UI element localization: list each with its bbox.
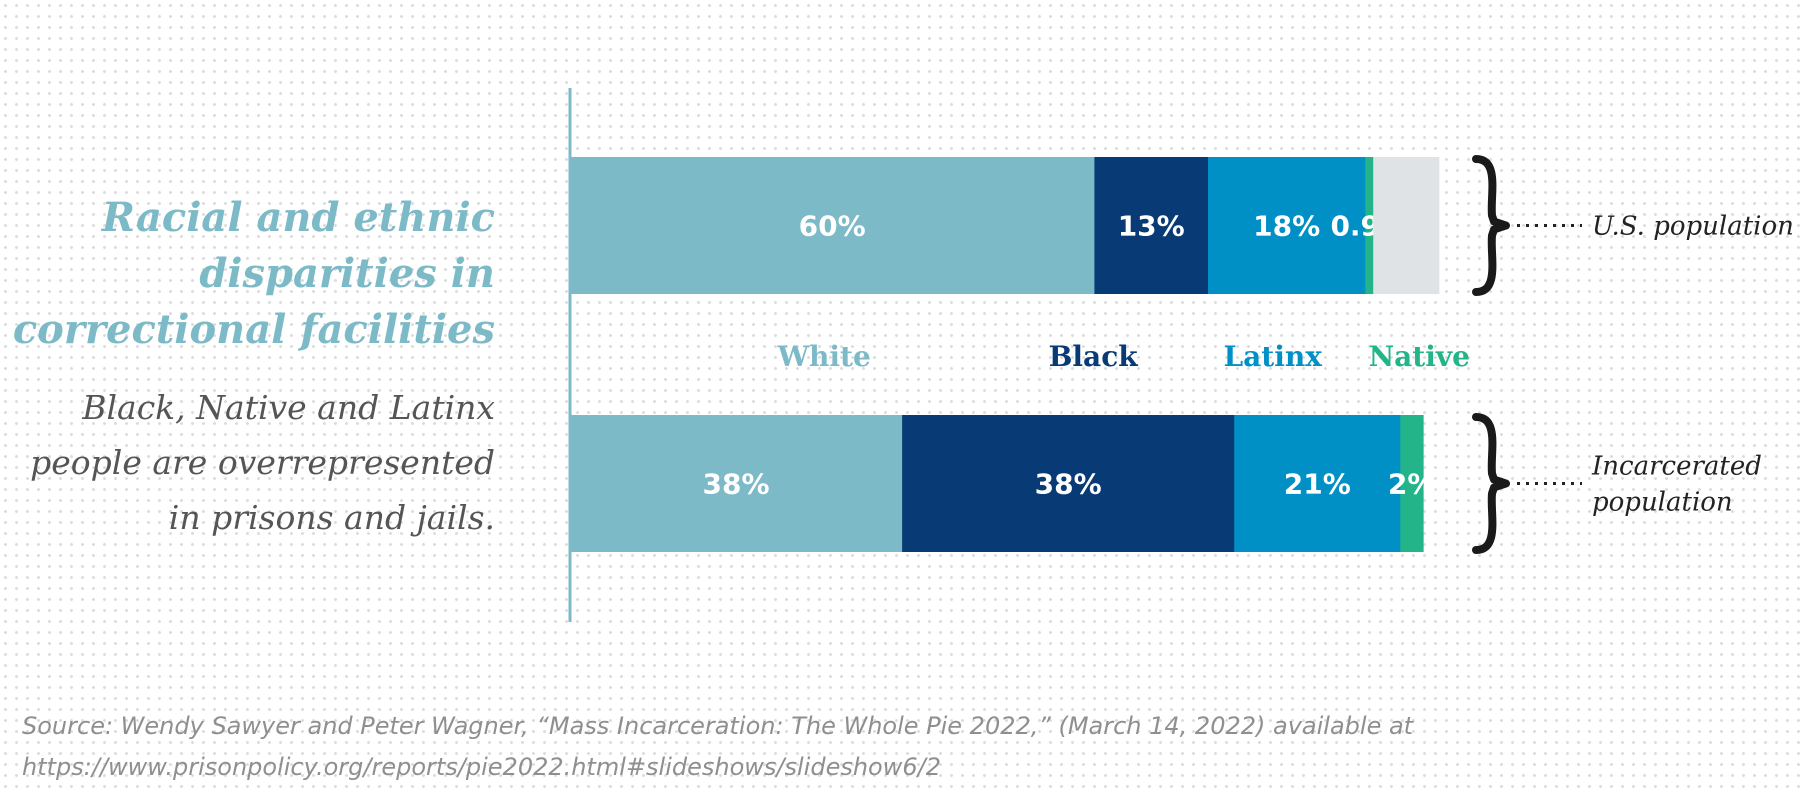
bar-segment-white — [570, 157, 1095, 294]
row-label: U.S. population — [1592, 212, 1794, 242]
legend-label-white: White — [777, 340, 871, 373]
subtitle-line: people are overrepresented — [30, 443, 495, 482]
data-label: 38% — [703, 468, 770, 501]
chart-title: Racial and ethnic disparities in correct… — [0, 190, 495, 358]
data-label: 13% — [1118, 210, 1185, 243]
data-label: 60% — [799, 210, 866, 243]
data-label: 2% — [1388, 468, 1436, 501]
title-line: disparities in — [199, 250, 495, 297]
bar-segment-native — [1365, 157, 1374, 294]
title-line: correctional facilities — [12, 306, 495, 353]
bar-segment-black — [902, 415, 1235, 552]
chart-subtitle: Black, Native and Latinx people are over… — [0, 380, 495, 545]
row-brace — [1472, 413, 1510, 554]
bar-segment-black — [1094, 157, 1209, 294]
legend-label-black: Black — [1049, 340, 1138, 373]
row-label: Incarcerated — [1591, 452, 1762, 482]
source-line: https://www.prisonpolicy.org/reports/pie… — [22, 753, 941, 781]
subtitle-line: in prisons and jails. — [168, 498, 495, 537]
bar-segment-latinx — [1234, 415, 1401, 552]
row-label: population — [1592, 488, 1733, 518]
subtitle-line: Black, Native and Latinx — [82, 388, 495, 427]
source-citation: Source: Wendy Sawyer and Peter Wagner, “… — [22, 706, 1722, 788]
legend-label-native: Native — [1369, 340, 1470, 373]
data-label: 38% — [1035, 468, 1102, 501]
data-label: 21% — [1284, 468, 1351, 501]
bar-segment-white — [570, 415, 903, 552]
bar-segment-native — [1400, 415, 1424, 552]
bar-segment-latinx — [1208, 157, 1366, 294]
legend-label-latinx: Latinx — [1223, 340, 1322, 373]
bar-segment-other — [1373, 157, 1440, 294]
data-label: 18% — [1253, 210, 1320, 243]
row-brace — [1472, 155, 1510, 296]
title-line: Racial and ethnic — [101, 194, 495, 241]
source-line: Source: Wendy Sawyer and Peter Wagner, “… — [22, 712, 1414, 740]
